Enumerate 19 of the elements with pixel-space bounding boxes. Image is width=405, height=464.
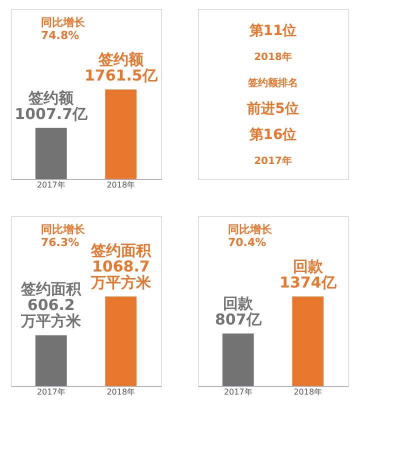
text: 第16位 — [248, 127, 297, 143]
x-tick-label: 2018年 — [294, 388, 322, 396]
data-label: 签约面积 1068.7 万平方米 — [90, 242, 152, 292]
data-label: 回款 1374亿 — [280, 258, 338, 292]
text: 同比增长 70.4% — [228, 223, 273, 249]
text: 同比增长 74.8% — [41, 16, 86, 42]
text: 签约额排名 — [247, 77, 298, 89]
data-label: 签约额 1007.7亿 — [14, 88, 89, 123]
x-tick-label: 2017年 — [36, 388, 66, 396]
data-label: 签约面积 606.2 万平方米 — [20, 280, 82, 330]
text: 2018年 — [254, 51, 292, 63]
data-label: 回款 807亿 — [214, 294, 262, 328]
x-tick-label: 2018年 — [106, 388, 136, 396]
text: 同比增长 76.3% — [41, 223, 86, 249]
text: 2017年 — [254, 155, 292, 167]
data-label: 签约额 1761.5亿 — [84, 50, 158, 85]
x-tick-label: 2017年 — [224, 388, 252, 396]
text: 前进5位 — [246, 101, 299, 117]
text: 第11位 — [248, 23, 297, 39]
